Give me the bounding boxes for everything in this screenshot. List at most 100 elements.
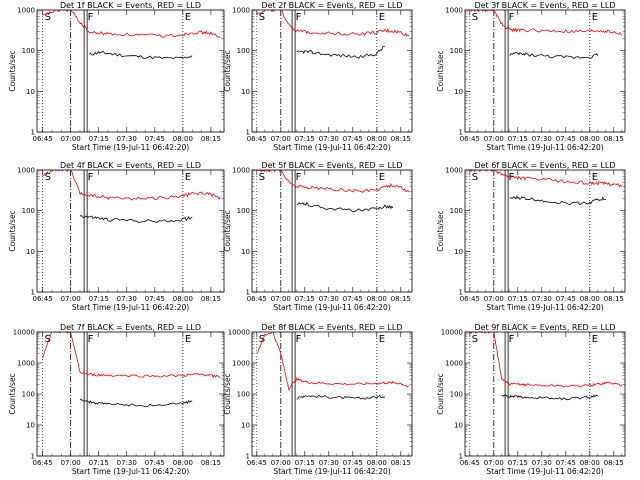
marker-label-e: E (379, 172, 385, 183)
plot-frame (36, 9, 225, 133)
y-axis-label: Counts/sec (223, 50, 232, 91)
y-tick-label: 1000 (17, 167, 35, 175)
x-tick-label: 06:45 (460, 295, 480, 303)
x-tick-label: 08:15 (391, 459, 411, 467)
y-tick-label: 100 (237, 207, 250, 215)
x-tick-label: 07:45 (145, 459, 165, 467)
x-tick-label: 07:30 (319, 135, 339, 143)
x-tick-label: 07:15 (295, 135, 315, 143)
x-tick-label: 08:00 (173, 459, 193, 467)
x-tick-label: 08:00 (367, 135, 387, 143)
x-tick-label: 07:15 (508, 459, 528, 467)
events-series-line (296, 201, 394, 213)
marker-label-s: S (45, 172, 51, 183)
y-tick-label: 10000 (228, 329, 250, 337)
marker-label-s: S (259, 334, 265, 345)
y-tick-label: 1 (31, 453, 35, 461)
y-tick-label: 1 (459, 129, 463, 137)
x-tick-label: 07:30 (117, 459, 137, 467)
marker-label-e: E (185, 334, 191, 345)
y-tick-label: 100 (237, 391, 250, 399)
events-series-line (509, 51, 599, 60)
x-tick-label: 07:00 (61, 295, 81, 303)
x-tick-label: 07:00 (271, 459, 291, 467)
marker-label-e: E (592, 334, 598, 345)
panel-title: Det 8f BLACK = Events, RED = LLD (261, 323, 402, 332)
lld-series-line (256, 332, 410, 391)
x-tick-label: 08:00 (580, 295, 600, 303)
x-tick-label: 07:30 (117, 295, 137, 303)
y-tick-label: 10000 (441, 329, 463, 337)
lld-series-line (42, 10, 221, 39)
plot-frame (464, 169, 626, 293)
x-tick-label: 08:15 (201, 135, 221, 143)
x-tick-label: 06:45 (33, 295, 53, 303)
marker-label-f: F (296, 172, 302, 183)
marker-label-e: E (592, 172, 598, 183)
y-tick-label: 10 (241, 248, 250, 256)
x-tick-label: 08:00 (580, 135, 600, 143)
x-tick-label: 08:15 (201, 459, 221, 467)
y-tick-label: 100 (22, 47, 35, 55)
y-tick-label: 100 (450, 47, 463, 55)
x-tick-label: 08:00 (367, 459, 387, 467)
panel-title: Det 5f BLACK = Events, RED = LLD (261, 161, 402, 170)
y-tick-label: 1 (246, 129, 250, 137)
plot-frame (36, 169, 225, 293)
x-tick-label: 06:45 (460, 459, 480, 467)
plot-frame (464, 9, 626, 133)
x-tick-label: 08:15 (604, 135, 624, 143)
x-tick-label: 07:15 (89, 295, 109, 303)
events-series-line (79, 399, 193, 408)
events-series-line (89, 50, 193, 60)
y-tick-label: 1 (459, 453, 463, 461)
x-tick-label: 07:45 (145, 295, 165, 303)
x-tick-label: 08:00 (173, 135, 193, 143)
y-tick-label: 100 (22, 391, 35, 399)
y-tick-label: 10 (454, 248, 463, 256)
x-axis-label: Start Time (19-Jul-11 06:42:20) (486, 303, 603, 312)
x-tick-label: 07:45 (556, 459, 576, 467)
x-tick-label: 07:00 (271, 295, 291, 303)
x-tick-label: 07:00 (271, 135, 291, 143)
y-tick-label: 1 (246, 289, 250, 297)
y-tick-label: 1 (246, 453, 250, 461)
x-tick-label: 07:15 (295, 459, 315, 467)
panel-title: Det 3f BLACK = Events, RED = LLD (474, 1, 615, 10)
x-tick-label: 07:30 (319, 295, 339, 303)
x-tick-label: 07:45 (343, 135, 363, 143)
plot-frame (251, 331, 413, 457)
x-tick-label: 07:00 (484, 135, 504, 143)
y-tick-label: 1000 (445, 7, 463, 15)
x-tick-label: 06:45 (247, 135, 267, 143)
x-tick-label: 07:15 (89, 459, 109, 467)
x-tick-label: 06:45 (33, 459, 53, 467)
marker-label-s: S (472, 172, 478, 183)
events-series-line (296, 394, 386, 400)
x-axis-label: Start Time (19-Jul-11 06:42:20) (486, 143, 603, 152)
detector-panel-7: Det 7f BLACK = Events, RED = LLD S F E 1 10 10… (8, 323, 225, 476)
y-axis-label: Counts/sec (8, 210, 17, 251)
marker-label-s: S (472, 12, 478, 23)
x-tick-label: 07:15 (89, 135, 109, 143)
lld-series-line (256, 10, 410, 37)
lld-series-line (42, 170, 221, 201)
x-tick-label: 07:15 (508, 135, 528, 143)
marker-label-e: E (185, 12, 191, 23)
panel-title: Det 2f BLACK = Events, RED = LLD (261, 1, 402, 10)
y-tick-label: 100 (237, 47, 250, 55)
x-tick-label: 07:15 (295, 295, 315, 303)
detector-panel-8: Det 8f BLACK = Events, RED = LLD S F E 1 10 10… (223, 323, 413, 476)
x-axis-label: Start Time (19-Jul-11 06:42:20) (273, 143, 390, 152)
x-tick-label: 07:45 (145, 135, 165, 143)
y-tick-label: 100 (450, 207, 463, 215)
x-axis-label: Start Time (19-Jul-11 06:42:20) (72, 303, 189, 312)
detector-panel-3: Det 3f BLACK = Events, RED = LLD S F E 1 10 10… (436, 1, 626, 152)
lld-series-line (469, 332, 623, 388)
y-tick-label: 1000 (232, 167, 250, 175)
y-tick-label: 100 (450, 391, 463, 399)
y-axis-label: Counts/sec (223, 210, 232, 251)
x-tick-label: 07:30 (532, 459, 552, 467)
marker-label-s: S (259, 12, 265, 23)
panel-title: Det 9f BLACK = Events, RED = LLD (474, 323, 615, 332)
